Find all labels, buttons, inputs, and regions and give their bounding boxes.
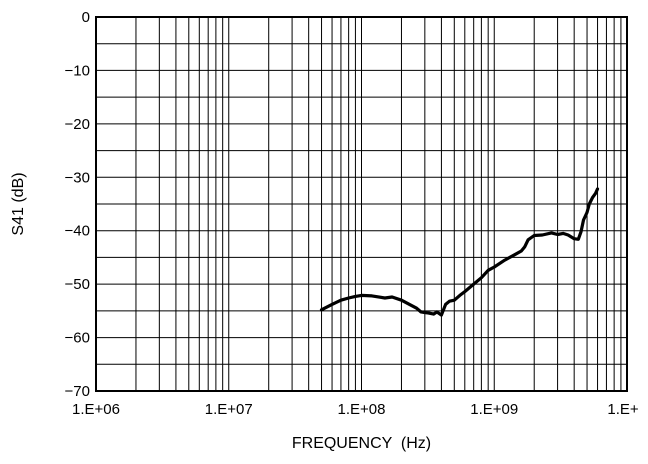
y-tick-label: −50: [65, 276, 90, 293]
y-tick-label: −70: [65, 383, 90, 400]
x-axis-label: FREQUENCY (Hz): [292, 435, 431, 452]
y-tick-label: −40: [65, 223, 90, 240]
x-tick-label: 1.E+06: [72, 401, 120, 418]
series-line: [319, 187, 600, 317]
y-tick-label: −30: [65, 169, 90, 186]
x-tick-label: 1.E+: [607, 401, 639, 418]
y-tick-label: −20: [65, 116, 90, 133]
x-tick-label: 1.E+07: [205, 401, 253, 418]
grid: [96, 17, 627, 391]
x-tick-label: 1.E+09: [470, 401, 518, 418]
x-tick-label: 1.E+08: [338, 401, 386, 418]
y-tick-label: 0: [82, 9, 90, 26]
y-tick-label: −60: [65, 330, 90, 347]
tick-labels: 0 −10 −20 −30 −40 −50 −60 −701.E+06 1.E+07 1.E+08…: [65, 9, 639, 418]
plot-frame: [95, 16, 628, 392]
y-axis-label: S41 (dB): [10, 172, 27, 235]
y-tick-label: −10: [65, 62, 90, 79]
